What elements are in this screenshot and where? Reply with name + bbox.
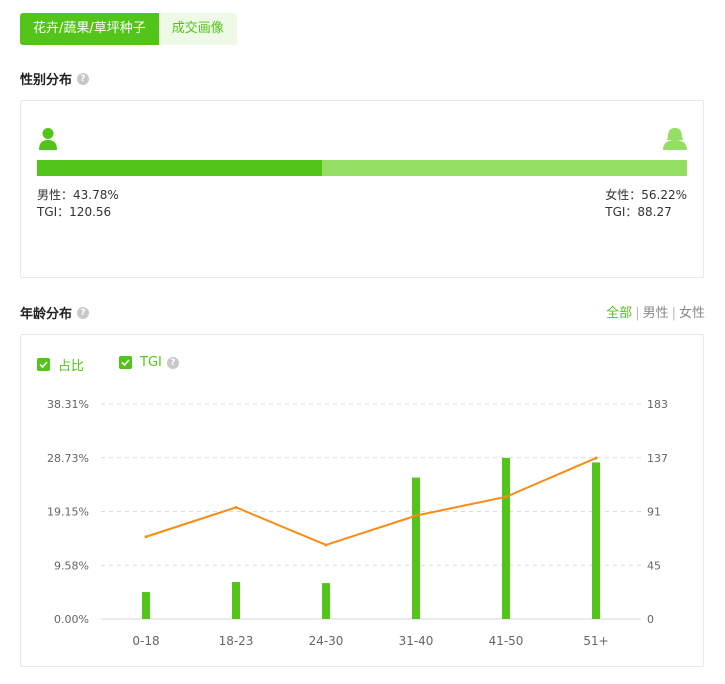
gender-card: 男性：43.78% TGI：120.56 女性：56.22% TGI：88.27 — [20, 100, 704, 278]
filter-all[interactable]: 全部 — [606, 306, 633, 321]
right-tick-label: 0 — [647, 613, 654, 626]
gender-ratio-bar — [37, 160, 687, 176]
bar-share — [412, 477, 420, 619]
age-title: 年龄分布 — [20, 307, 73, 322]
tgi-point — [504, 495, 508, 499]
female-tgi: TGI：88.27 — [605, 205, 672, 219]
tab-buyer-portrait[interactable]: 成交画像 — [158, 13, 237, 45]
tgi-point — [414, 514, 418, 518]
tab-category[interactable]: 花卉/蔬果/草坪种子 — [20, 13, 159, 45]
tgi-point — [324, 543, 328, 547]
right-tick-label: 45 — [647, 559, 661, 572]
help-icon[interactable]: ? — [77, 306, 90, 319]
tab-group: 花卉/蔬果/草坪种子 成交画像 — [20, 13, 237, 45]
divider: | — [635, 306, 640, 321]
male-share: 男性：43.78% — [37, 188, 119, 202]
legend-share-label: 占比 — [58, 359, 85, 374]
checkbox-checked-icon[interactable] — [119, 356, 132, 369]
female-stats: 女性：56.22% TGI：88.27 — [605, 187, 687, 221]
x-tick-label: 41-50 — [489, 634, 524, 648]
male-icon — [39, 128, 57, 150]
tgi-point — [144, 535, 148, 539]
left-tick-label: 28.73% — [47, 452, 89, 465]
legend-tgi-label: TGI — [140, 355, 162, 370]
female-share: 女性：56.22% — [605, 188, 687, 202]
male-stats: 男性：43.78% TGI：120.56 — [37, 187, 119, 221]
filter-female[interactable]: 女性 — [678, 306, 705, 321]
tgi-point — [234, 505, 238, 509]
male-bar — [37, 160, 322, 176]
bar-share — [502, 457, 510, 619]
left-tick-label: 9.58% — [54, 559, 89, 572]
left-tick-label: 0.00% — [54, 613, 89, 626]
gender-title: 性别分布 — [20, 73, 73, 88]
help-icon[interactable]: ? — [77, 72, 90, 85]
filter-male[interactable]: 男性 — [642, 306, 669, 321]
age-section-title: 年龄分布 ? — [20, 303, 90, 322]
age-filter: 全部 | 男性 | 女性 — [606, 302, 705, 321]
age-card: 占比 TGI ? 0.00% 0 9.58% 45 19.15% 91 28.73% 137 3… — [20, 334, 704, 667]
tgi-line — [145, 457, 597, 547]
divider: | — [671, 306, 676, 321]
female-bar — [321, 160, 687, 176]
left-tick-label: 38.31% — [47, 398, 89, 411]
x-tick-label: 24-30 — [309, 634, 344, 648]
female-icon — [663, 128, 687, 150]
bar-share — [322, 583, 330, 619]
x-tick-label: 18-23 — [219, 634, 254, 648]
bar-share — [232, 581, 240, 619]
right-tick-label: 91 — [647, 506, 661, 519]
right-tick-label: 183 — [647, 398, 668, 411]
gender-section-title: 性别分布 ? — [20, 69, 90, 88]
x-tick-label: 51+ — [583, 634, 608, 648]
bar-share — [592, 462, 600, 619]
checkbox-checked-icon[interactable] — [37, 358, 50, 371]
age-distribution-chart: 0.00% 0 9.58% 45 19.15% 91 28.73% 137 38.31% 183 0… — [47, 398, 668, 648]
male-tgi: TGI：120.56 — [37, 205, 112, 219]
bar-share — [142, 592, 150, 619]
left-tick-label: 19.15% — [47, 506, 89, 519]
x-tick-label: 31-40 — [399, 634, 434, 648]
tgi-point — [594, 456, 598, 460]
x-tick-label: 0-18 — [132, 634, 159, 648]
legend-tgi[interactable]: TGI ? — [119, 355, 179, 370]
right-tick-label: 137 — [647, 452, 668, 465]
help-icon[interactable]: ? — [166, 356, 179, 369]
legend-share[interactable]: 占比 — [37, 355, 84, 374]
